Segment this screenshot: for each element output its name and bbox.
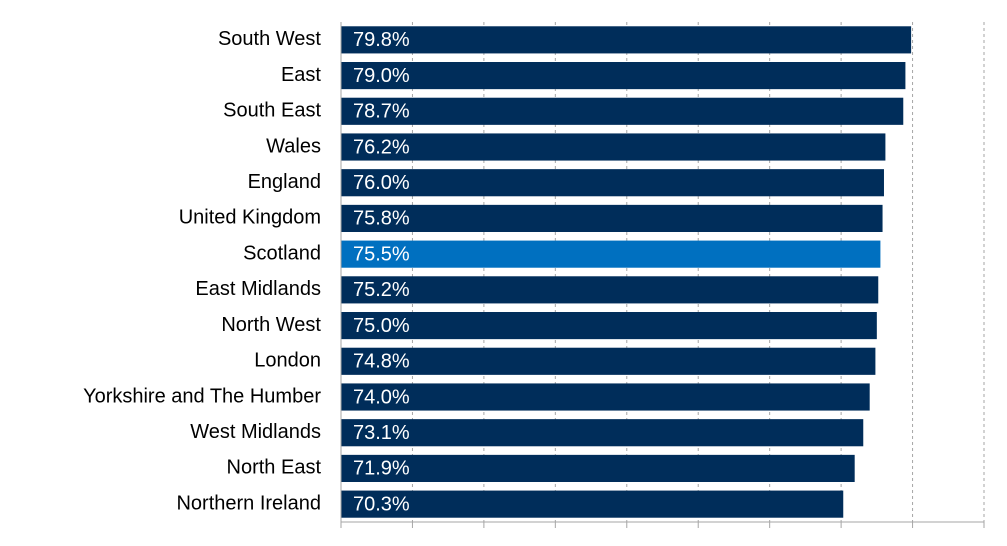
value-label: 75.0% (353, 315, 410, 337)
y-tick-label: England (248, 171, 321, 193)
value-label: 71.9% (353, 458, 410, 480)
value-label: 79.0% (353, 65, 410, 87)
value-label: 70.3% (353, 493, 410, 515)
bar (341, 490, 844, 518)
bar (341, 62, 906, 90)
bar (341, 169, 884, 197)
y-tick-label: South East (223, 100, 321, 122)
bar (341, 419, 864, 447)
y-tick-label: Scotland (243, 242, 321, 264)
y-tick-label: East Midlands (195, 278, 321, 300)
y-tick-label: South West (218, 28, 321, 50)
bar (341, 97, 904, 125)
value-label: 76.0% (353, 172, 410, 194)
bar (341, 204, 883, 232)
y-tick-label: Northern Ireland (176, 492, 321, 514)
value-label: 74.8% (353, 351, 410, 373)
value-label: 75.5% (353, 243, 410, 265)
bar (341, 26, 912, 54)
value-label: 73.1% (353, 422, 410, 444)
value-label: 75.8% (353, 208, 410, 230)
y-tick-label: United Kingdom (179, 207, 321, 229)
bar (341, 383, 870, 411)
value-label: 78.7% (353, 101, 410, 123)
bar (341, 276, 879, 304)
value-label: 75.2% (353, 279, 410, 301)
y-tick-label: Wales (266, 135, 321, 157)
value-label: 74.0% (353, 386, 410, 408)
y-tick-label: North East (227, 457, 322, 479)
bar (341, 312, 877, 340)
y-tick-label: Yorkshire and The Humber (83, 385, 321, 407)
y-tick-label: North West (221, 314, 321, 336)
bar (341, 347, 876, 375)
value-label: 79.8% (353, 29, 410, 51)
y-tick-label: London (254, 350, 321, 372)
y-tick-label: East (281, 64, 321, 86)
bar (341, 454, 855, 482)
value-label: 76.2% (353, 136, 410, 158)
y-tick-label: West Midlands (190, 421, 321, 443)
bar (341, 133, 886, 161)
bar (341, 240, 881, 268)
